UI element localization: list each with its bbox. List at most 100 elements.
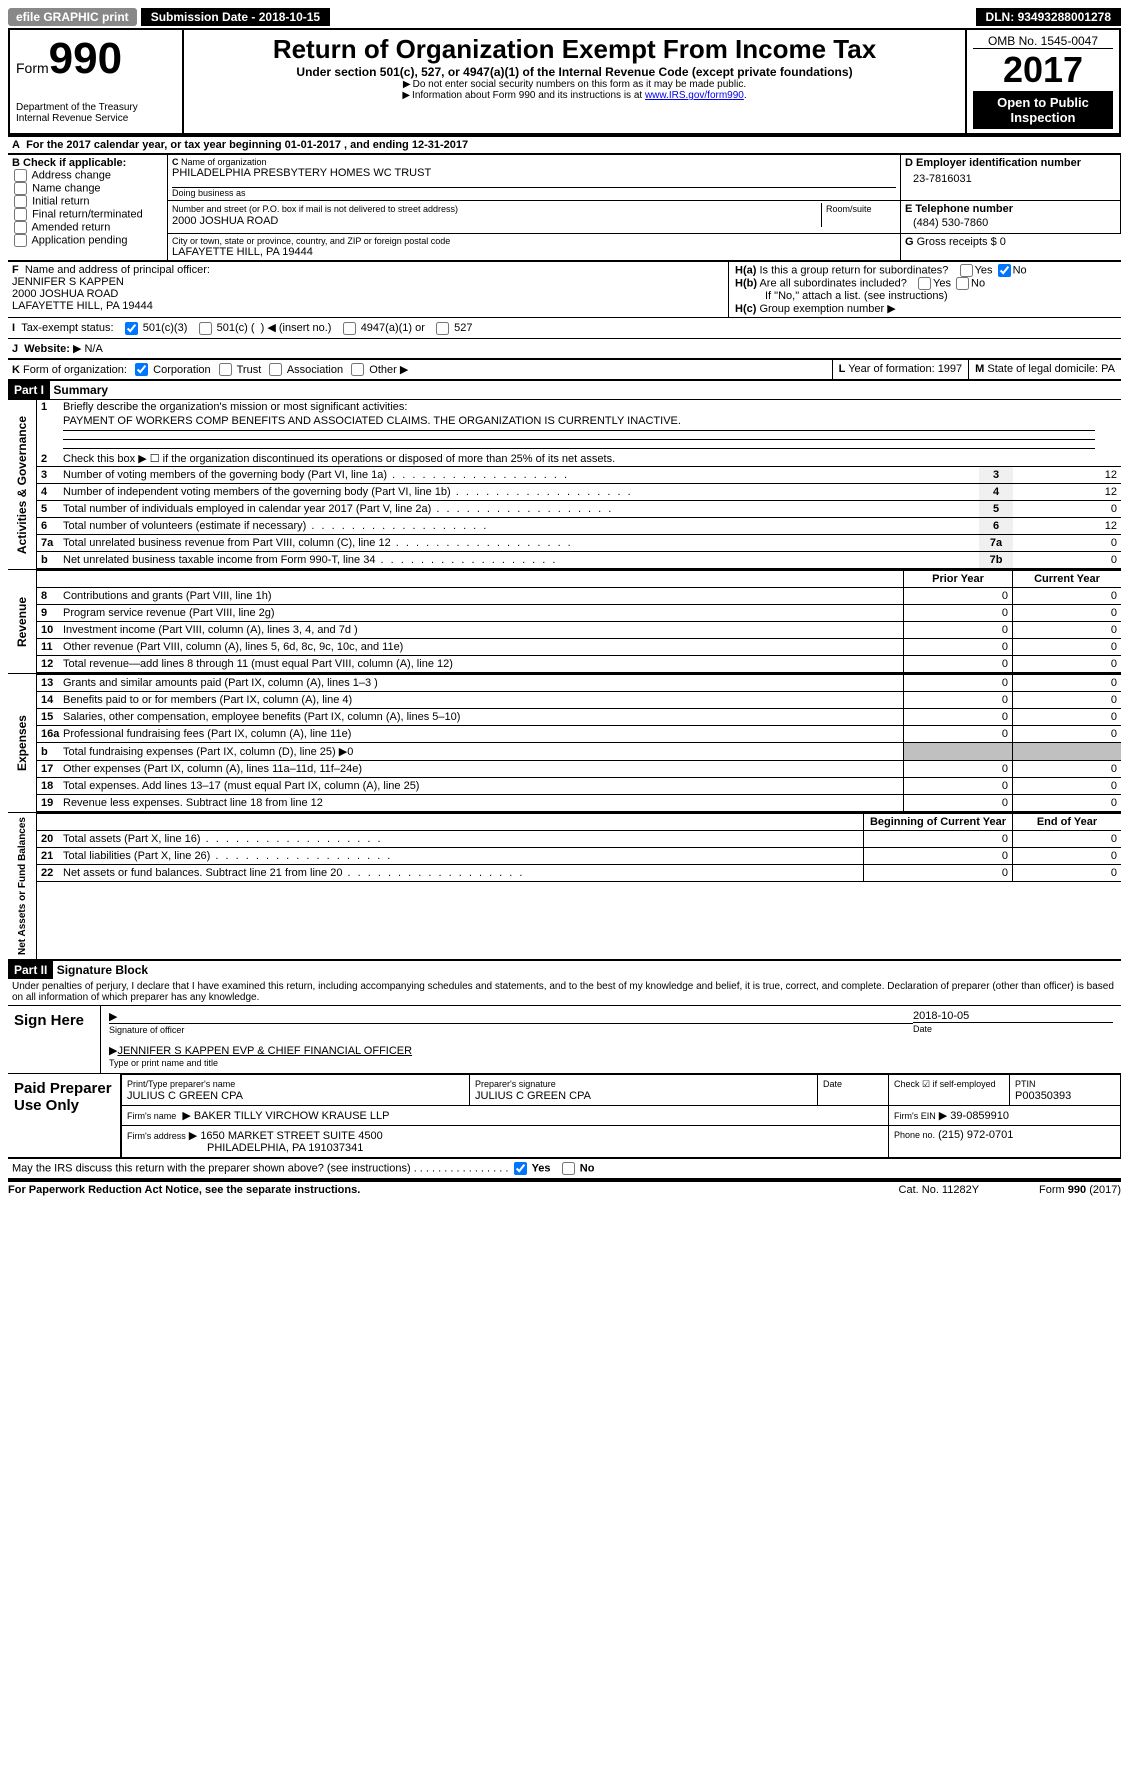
firm-ein: 39-0859910: [950, 1110, 1009, 1122]
chk-other[interactable]: [351, 363, 364, 376]
info-note: Information about Form 990 and its instr…: [192, 90, 957, 101]
dln-label: DLN:: [986, 10, 1015, 24]
tax-exempt-label: Tax-exempt status:: [21, 322, 113, 334]
discuss-no[interactable]: [562, 1162, 575, 1175]
chk-amended[interactable]: Amended return: [12, 221, 163, 234]
prior-year-hdr: Prior Year: [904, 571, 1013, 588]
part1-title: Summary: [53, 383, 108, 397]
footer: For Paperwork Reduction Act Notice, see …: [8, 1180, 1121, 1196]
dept-treasury: Department of the Treasury: [16, 102, 176, 113]
part2-label: Part II: [8, 961, 53, 979]
gross-receipts-label: Gross receipts $: [917, 236, 997, 248]
chk-address-change[interactable]: Address change: [12, 169, 163, 182]
officer-name: JENNIFER S KAPPEN: [12, 276, 124, 288]
hb-no[interactable]: [956, 277, 969, 290]
current-year-hdr: Current Year: [1013, 571, 1122, 588]
prep-sig: JULIUS C GREEN CPA: [475, 1090, 591, 1102]
officer-addr2: LAFAYETTE HILL, PA 19444: [12, 300, 153, 312]
phone-value: (484) 530-7860: [905, 215, 1116, 231]
year-form-label: Year of formation:: [848, 363, 934, 375]
website-value: N/A: [84, 343, 102, 355]
discuss-yes[interactable]: [514, 1162, 527, 1175]
chk-501c[interactable]: [199, 322, 212, 335]
chk-527[interactable]: [436, 322, 449, 335]
sign-here: Sign Here: [8, 1006, 101, 1073]
beg-year-hdr: Beginning of Current Year: [864, 814, 1013, 831]
submission-date: Submission Date - 2018-10-15: [141, 8, 330, 26]
type-name-label: Type or print name and title: [109, 1058, 218, 1068]
return-title: Return of Organization Exempt From Incom…: [192, 34, 957, 65]
ein-label: Employer identification number: [916, 157, 1081, 169]
governance-section: Activities & Governance 1Briefly describ…: [8, 399, 1121, 569]
discuss-row: May the IRS discuss this return with the…: [8, 1159, 1121, 1180]
line1-desc: Briefly describe the organization's miss…: [63, 401, 1117, 413]
website-label: Website:: [24, 343, 70, 355]
check-applicable: Check if applicable:: [23, 157, 126, 169]
chk-assoc[interactable]: [269, 363, 282, 376]
revenue-section: Revenue Prior YearCurrent Year 8Contribu…: [8, 569, 1121, 673]
submission-label: Submission Date: [151, 10, 248, 24]
firm-addr2: PHILADELPHIA, PA 191037341: [127, 1142, 363, 1154]
subtitle: Under section 501(c), 527, or 4947(a)(1)…: [192, 65, 957, 79]
irs-label: Internal Revenue Service: [16, 113, 176, 124]
prep-name: JULIUS C GREEN CPA: [127, 1090, 243, 1102]
rev-table: Prior YearCurrent Year 8Contributions an…: [37, 570, 1121, 673]
ha-yes[interactable]: [960, 264, 973, 277]
officer-addr1: 2000 JOSHUA ROAD: [12, 288, 118, 300]
firm-phone: (215) 972-0701: [938, 1129, 1013, 1141]
addr-value: 2000 JOSHUA ROAD: [172, 215, 278, 227]
form-prefix: Form: [16, 60, 49, 76]
firm-addr1: 1650 MARKET STREET SUITE 4500: [200, 1130, 382, 1142]
form990-link[interactable]: www.IRS.gov/form990: [645, 90, 744, 101]
perjury-text: Under penalties of perjury, I declare th…: [8, 979, 1121, 1006]
chk-name-change[interactable]: Name change: [12, 182, 163, 195]
chk-trust[interactable]: [219, 363, 232, 376]
exp-table: 13Grants and similar amounts paid (Part …: [37, 674, 1121, 812]
city-value: LAFAYETTE HILL, PA 19444: [172, 246, 896, 258]
org-name-label: Name of organization: [181, 157, 267, 167]
form-number: 990: [49, 34, 122, 83]
part2-header: Part II Signature Block: [8, 961, 1121, 979]
omb-number: OMB No. 1545-0047: [973, 34, 1113, 49]
side-net: Net Assets or Fund Balances: [15, 813, 30, 959]
firm-phone-label: Phone no.: [894, 1130, 935, 1140]
ha-no[interactable]: [998, 264, 1011, 277]
chk-501c3[interactable]: [125, 322, 138, 335]
chk-4947[interactable]: [343, 322, 356, 335]
sig-date-label: Date: [913, 1024, 932, 1034]
chk-initial-return[interactable]: Initial return: [12, 195, 163, 208]
gov-table: 3Number of voting members of the governi…: [37, 466, 1121, 569]
officer-label: Name and address of principal officer:: [25, 264, 210, 276]
ein-value: 23-7816031: [905, 169, 1116, 189]
hb-label: Are all subordinates included?: [759, 277, 906, 289]
state-label: State of legal domicile:: [987, 363, 1098, 375]
officer-name-title: JENNIFER S KAPPEN EVP & CHIEF FINANCIAL …: [117, 1045, 412, 1057]
line1-value: PAYMENT OF WORKERS COMP BENEFITS AND ASS…: [63, 415, 681, 427]
pra-notice: For Paperwork Reduction Act Notice, see …: [8, 1184, 360, 1196]
hc-label: Group exemption number: [759, 303, 884, 315]
form-footer: Form 990 (2017): [1039, 1184, 1121, 1196]
part1-header: Part I Summary: [8, 381, 1121, 399]
hb-yes[interactable]: [918, 277, 931, 290]
submission-value: 2018-10-15: [259, 10, 320, 24]
preparer-table: Print/Type preparer's nameJULIUS C GREEN…: [121, 1074, 1121, 1157]
form-org-label: Form of organization:: [23, 364, 127, 376]
firm-addr-label: Firm's address: [127, 1131, 186, 1141]
dln-value: 93493288001278: [1018, 10, 1111, 24]
firm-name: BAKER TILLY VIRCHOW KRAUSE LLP: [194, 1110, 390, 1122]
part1-label: Part I: [8, 381, 50, 399]
section-a-line: A For the 2017 calendar year, or tax yea…: [8, 135, 1121, 153]
chk-final-return[interactable]: Final return/terminated: [12, 208, 163, 221]
cat-no: Cat. No. 11282Y: [899, 1184, 980, 1196]
phone-label: Telephone number: [915, 203, 1013, 215]
ssn-note: Do not enter social security numbers on …: [192, 79, 957, 90]
gross-receipts-value: 0: [1000, 236, 1006, 248]
top-bar: efile GRAPHIC print Submission Date - 20…: [8, 8, 1121, 26]
chk-app-pending[interactable]: Application pending: [12, 234, 163, 247]
firm-name-label: Firm's name: [127, 1111, 176, 1121]
state-value: PA: [1101, 363, 1115, 375]
chk-corp[interactable]: [135, 363, 148, 376]
dba-label: Doing business as: [172, 188, 896, 198]
org-info-grid: B Check if applicable: Address change Na…: [8, 153, 1121, 261]
side-rev: Revenue: [13, 593, 31, 651]
